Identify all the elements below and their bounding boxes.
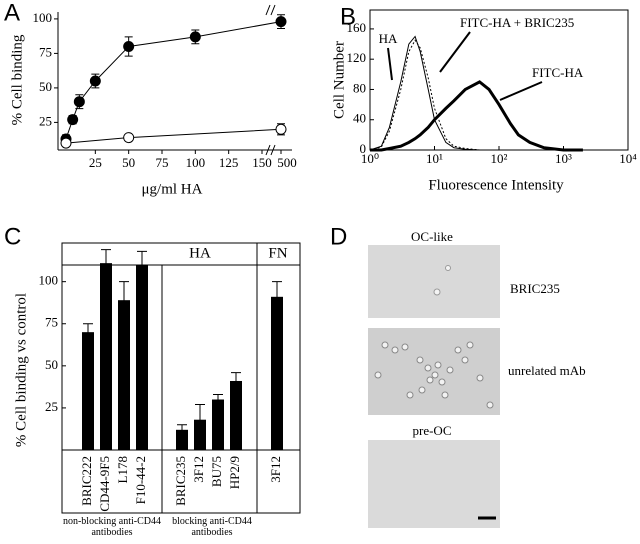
bar xyxy=(100,263,112,450)
error-bar xyxy=(177,424,187,436)
panel-letter: B xyxy=(340,3,356,30)
micrograph xyxy=(368,440,500,528)
cell xyxy=(433,288,441,296)
point xyxy=(67,114,79,126)
error-bar xyxy=(213,393,223,406)
axis-break xyxy=(265,4,276,16)
x-tick-label: 3F12 xyxy=(268,456,283,483)
bar xyxy=(118,300,130,450)
y-tick-label: 100 xyxy=(33,10,53,25)
frame xyxy=(369,9,629,151)
annotation: HA xyxy=(379,31,398,46)
bar xyxy=(82,332,94,450)
point xyxy=(189,31,201,43)
x-tick-label: 75 xyxy=(156,155,169,170)
point xyxy=(275,123,287,135)
error-bar xyxy=(119,281,129,320)
x-tick-label: 50 xyxy=(122,155,135,170)
series-line xyxy=(65,128,282,144)
error-bar xyxy=(195,404,205,436)
arrow xyxy=(439,31,471,73)
histogram xyxy=(369,39,583,151)
y-tick-label: 50 xyxy=(39,79,52,94)
x-tick-label: 10⁰ xyxy=(361,151,379,166)
x-tick-label: F10-44-2 xyxy=(133,456,148,504)
x-tick-label: 125 xyxy=(219,155,239,170)
error-bar xyxy=(231,372,241,390)
footnote: blocking anti-CD44 antibodies xyxy=(172,516,252,538)
y-tick-label: 100 xyxy=(39,273,59,288)
histogram xyxy=(370,80,583,152)
x-tick-label: 10⁴ xyxy=(619,151,637,166)
y-tick-label: 0 xyxy=(360,141,367,156)
y-tick-label: 160 xyxy=(347,20,367,35)
arrow xyxy=(499,81,543,101)
frame xyxy=(61,242,301,514)
x-tick-label: 500 xyxy=(277,155,297,170)
error-bar xyxy=(137,250,147,279)
cell xyxy=(445,265,451,271)
point xyxy=(123,41,135,52)
micrograph xyxy=(368,328,500,415)
group-label: FN xyxy=(268,245,287,261)
x-label: μg/ml HA xyxy=(142,181,203,197)
axis-break xyxy=(265,144,276,156)
x-tick-label: 25 xyxy=(89,155,102,170)
cell-cluster xyxy=(374,341,494,409)
point xyxy=(60,137,72,149)
y-tick-label: 40 xyxy=(353,111,366,126)
x-tick-label: CD44-9F5 xyxy=(97,456,112,512)
x-tick-label: BRIC235 xyxy=(173,456,188,506)
group-label: HA xyxy=(189,245,211,261)
micrograph xyxy=(368,245,500,318)
annotation: FITC-HA + BRIC235 xyxy=(460,15,574,30)
x-tick-label: BRIC222 xyxy=(79,456,94,506)
x-tick-label: 150 xyxy=(252,155,272,170)
error-bar xyxy=(101,249,111,278)
panel-letter: D xyxy=(330,223,347,250)
x-tick-label: 10³ xyxy=(555,151,572,166)
footnote: non-blocking anti-CD44 antibodies xyxy=(62,516,162,538)
annotation: FITC-HA xyxy=(532,65,584,80)
x-tick-label: 10² xyxy=(491,151,508,166)
y-tick-label: 75 xyxy=(39,44,52,59)
point xyxy=(89,75,101,87)
x-tick-label: 3F12 xyxy=(191,456,206,483)
image-title: OC-like xyxy=(411,229,453,244)
bar xyxy=(230,380,242,450)
image-caption: unrelated mAb xyxy=(508,363,586,378)
x-label: Fluorescence Intensity xyxy=(428,177,564,193)
panel-letter: C xyxy=(4,223,21,250)
bar xyxy=(136,264,148,450)
bar xyxy=(271,296,283,450)
point xyxy=(73,96,85,108)
bar xyxy=(212,399,224,450)
error-bar xyxy=(272,281,282,313)
x-tick-label: 100 xyxy=(186,155,206,170)
arrow xyxy=(387,47,393,81)
x-tick-label: BU75 xyxy=(209,456,224,487)
image-title: pre-OC xyxy=(413,423,452,438)
y-label: % Cell binding xyxy=(9,34,25,125)
image-caption: BRIC235 xyxy=(510,281,560,296)
x-tick-label: 10¹ xyxy=(426,151,443,166)
x-tick-label: HP2/9 xyxy=(227,456,242,489)
y-tick-label: 120 xyxy=(347,50,367,65)
point xyxy=(123,132,135,144)
y-tick-label: 75 xyxy=(45,315,58,330)
y-label: Cell Number xyxy=(331,41,347,119)
y-tick-label: 80 xyxy=(353,80,366,95)
y-label: % Cell binding vs control xyxy=(13,293,29,447)
y-tick-label: 25 xyxy=(45,399,58,414)
y-tick-label: 50 xyxy=(45,357,58,372)
error-bar xyxy=(83,323,93,342)
histogram xyxy=(369,35,583,151)
point xyxy=(275,16,287,28)
panel-letter: A xyxy=(4,0,20,26)
y-tick-label: 25 xyxy=(39,113,52,128)
x-tick-label: L178 xyxy=(115,456,130,483)
